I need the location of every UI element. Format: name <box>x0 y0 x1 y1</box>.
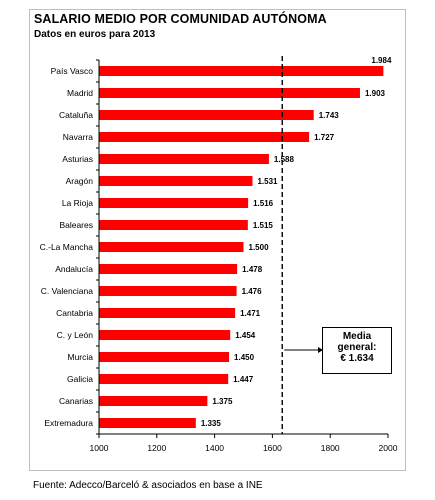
category-label-14: Galicia <box>67 374 93 384</box>
value-label-4: 1.588 <box>274 155 295 164</box>
bar-0 <box>99 66 384 76</box>
value-label-6: 1.516 <box>253 199 274 208</box>
bar-7 <box>99 220 248 230</box>
x-tick-label-1: 1200 <box>147 443 166 453</box>
chart-subtitle: Datos en euros para 2013 <box>34 29 156 40</box>
value-label-5: 1.531 <box>257 177 278 186</box>
callout-arrow-head <box>318 347 323 353</box>
average-callout-line2: general: <box>337 342 377 353</box>
average-callout-line1: Media <box>342 331 372 342</box>
category-label-2: Cataluña <box>59 110 93 120</box>
x-tick-label-4: 1800 <box>321 443 340 453</box>
bar-13 <box>99 352 230 362</box>
bar-1 <box>99 88 360 98</box>
value-label-13: 1.450 <box>234 353 255 362</box>
bar-11 <box>99 308 236 318</box>
value-label-8: 1.500 <box>249 243 270 252</box>
value-label-1: 1.903 <box>365 89 386 98</box>
category-label-12: C. y León <box>57 330 94 340</box>
bar-6 <box>99 198 249 208</box>
bar-14 <box>99 374 229 384</box>
bar-2 <box>99 110 314 120</box>
value-label-9: 1.478 <box>242 265 263 274</box>
x-tick-label-5: 2000 <box>379 443 398 453</box>
value-label-3: 1.727 <box>314 133 335 142</box>
bar-15 <box>99 396 208 406</box>
category-label-16: Extremadura <box>44 418 93 428</box>
bar-5 <box>99 176 253 186</box>
category-label-4: Asturias <box>62 154 93 164</box>
category-label-10: C. Valenciana <box>41 286 94 296</box>
category-label-1: Madrid <box>67 88 93 98</box>
bar-12 <box>99 330 231 340</box>
bar-9 <box>99 264 238 274</box>
x-tick-label-2: 1400 <box>205 443 224 453</box>
value-label-16: 1.335 <box>201 419 222 428</box>
value-label-10: 1.476 <box>242 287 263 296</box>
category-label-9: Andalucía <box>55 264 93 274</box>
bar-16 <box>99 418 196 428</box>
category-label-7: Baleares <box>59 220 93 230</box>
value-label-12: 1.454 <box>235 331 256 340</box>
value-label-7: 1.515 <box>253 221 274 230</box>
bar-10 <box>99 286 237 296</box>
category-label-8: C.-La Mancha <box>40 242 94 252</box>
value-label-2: 1.743 <box>319 111 340 120</box>
category-label-11: Cantabria <box>56 308 93 318</box>
x-tick-label-3: 1600 <box>263 443 282 453</box>
source-note: Fuente: Adecco/Barceló & asociados en ba… <box>33 480 263 491</box>
category-label-15: Canarias <box>59 396 93 406</box>
category-label-0: País Vasco <box>51 66 94 76</box>
chart-frame <box>29 9 406 471</box>
category-label-3: Navarra <box>63 132 94 142</box>
value-label-15: 1.375 <box>212 397 233 406</box>
bar-4 <box>99 154 269 164</box>
x-tick-label-0: 1000 <box>90 443 109 453</box>
average-callout: Media general: € 1.634 <box>322 327 392 374</box>
value-label-14: 1.447 <box>233 375 254 384</box>
value-label-0: 1.984 <box>371 56 392 65</box>
value-label-11: 1.471 <box>240 309 261 318</box>
category-label-5: Aragón <box>66 176 94 186</box>
chart-title: SALARIO MEDIO POR COMUNIDAD AUTÓNOMA <box>34 12 327 26</box>
category-label-6: La Rioja <box>62 198 93 208</box>
average-callout-value: € 1.634 <box>340 353 374 364</box>
bar-8 <box>99 242 244 252</box>
bar-3 <box>99 132 310 142</box>
category-label-13: Murcia <box>67 352 93 362</box>
